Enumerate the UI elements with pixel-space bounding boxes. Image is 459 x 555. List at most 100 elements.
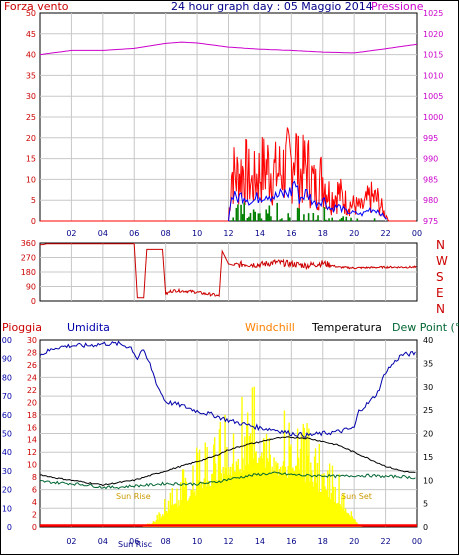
wind-title: Forza vento <box>4 0 69 13</box>
bottom-x-tick-label: 10 <box>192 537 202 546</box>
wind-tick-label: 40 <box>26 51 36 60</box>
windchill-label: Windchill <box>245 321 295 334</box>
wind-x-tick-label: 16 <box>286 229 296 238</box>
temperature-label: Temperatura <box>311 321 382 334</box>
pressure-title: Pressione <box>371 0 424 13</box>
direction-tick-label: 360 <box>21 239 36 248</box>
wind-tick-label: 10 <box>26 175 36 184</box>
compass-letter: N <box>436 302 445 316</box>
wind-tick-label: 45 <box>26 30 36 39</box>
temperature-tick-label: 10 <box>423 476 433 485</box>
wind-x-tick-label: 02 <box>66 229 76 238</box>
temperature-tick-label: 30 <box>423 383 433 392</box>
rain-tick-label: 12 <box>27 448 37 457</box>
rain-tick-label: 18 <box>27 411 37 420</box>
compass-letter: W <box>436 254 448 268</box>
bottom-x-tick-label: 00 <box>412 537 422 546</box>
wind-x-tick-label: 06 <box>129 229 139 238</box>
humidity-tick-label: 80 <box>2 373 12 382</box>
wind-x-tick-label: 08 <box>161 229 171 238</box>
wind-tick-label: 50 <box>26 9 36 18</box>
direction-tick-label: 90 <box>26 283 36 292</box>
wind-x-tick-label: 18 <box>318 229 328 238</box>
pressure-tick-label: 990 <box>423 155 438 164</box>
temperature-tick-label: 15 <box>423 453 433 462</box>
wind-tick-label: 35 <box>26 71 36 80</box>
pressure-tick-label: 1020 <box>423 30 443 39</box>
graph-title: 24 hour graph day : 05 Maggio 2014 <box>171 0 373 13</box>
humidity-line <box>39 340 416 438</box>
sunrise-marker: Sun Rise <box>116 492 151 501</box>
humidity-tick-label: 40 <box>2 448 12 457</box>
bottom-x-tick-label: 18 <box>318 537 328 546</box>
wind-tick-label: 15 <box>26 155 36 164</box>
compass-letter: N <box>436 238 445 252</box>
sunrise-axis-label: Sun Risc <box>118 540 152 549</box>
temperature-tick-label: 5 <box>423 500 428 509</box>
compass-letter: E <box>436 286 444 300</box>
humidity-tick-label: 50 <box>2 430 12 439</box>
humidity-tick-label: 30 <box>2 467 12 476</box>
bottom-x-tick-label: 20 <box>349 537 359 546</box>
humidity-tick-label: 90 <box>2 355 12 364</box>
temperature-tick-label: 20 <box>423 430 433 439</box>
pressure-tick-label: 1005 <box>423 92 443 101</box>
pressure-tick-label: 1000 <box>423 113 443 122</box>
pressure-tick-label: 1025 <box>423 9 443 18</box>
bottom-x-tick-label: 16 <box>286 537 296 546</box>
rain-label: Pioggia <box>2 321 42 334</box>
humidity-tick-label: 20 <box>2 486 12 495</box>
bottom-x-tick-label: 14 <box>255 537 265 546</box>
wind-average-line <box>228 180 388 222</box>
bottom-x-tick-label: 02 <box>66 537 76 546</box>
wind-tick-label: 0 <box>31 217 36 226</box>
direction-grid <box>40 243 417 301</box>
rain-tick-label: 16 <box>27 423 37 432</box>
wind-tick-label: 25 <box>26 113 36 122</box>
humidity-tick-label: 60 <box>2 411 12 420</box>
rain-tick-label: 0 <box>32 523 37 532</box>
pressure-tick-label: 1015 <box>423 51 443 60</box>
pressure-line <box>39 41 418 56</box>
bottom-x-tick-label: 08 <box>161 537 171 546</box>
dewpoint-label: Dew Point (°C <box>392 321 459 334</box>
wind-series <box>40 127 417 222</box>
direction-tick-label: 270 <box>21 254 36 263</box>
humidity-label: Umidita <box>67 321 110 334</box>
humidity-tick-label: 0 <box>7 523 12 532</box>
rain-tick-label: 20 <box>27 398 37 407</box>
wind-x-tick-label: 10 <box>192 229 202 238</box>
temperature-tick-label: 35 <box>423 359 433 368</box>
rain-tick-label: 2 <box>32 511 37 520</box>
temperature-line <box>39 436 416 487</box>
wind-x-tick-label: 20 <box>349 229 359 238</box>
rain-tick-label: 4 <box>32 498 37 507</box>
wind-tick-label: 20 <box>26 134 36 143</box>
sunset-marker: Sun Set <box>341 492 372 501</box>
rain-tick-label: 26 <box>27 361 37 370</box>
wind-x-tick-label: 14 <box>255 229 265 238</box>
wind-x-tick-label: 22 <box>380 229 390 238</box>
temperature-tick-label: 0 <box>423 523 428 532</box>
dewpoint-line <box>39 471 416 490</box>
pressure-tick-label: 975 <box>423 217 438 226</box>
wind-tick-label: 30 <box>26 92 36 101</box>
wind-x-tick-label: 12 <box>223 229 233 238</box>
bottom-x-tick-label: 12 <box>223 537 233 546</box>
direction-tick-label: 180 <box>21 268 36 277</box>
wind-direction-line <box>40 243 417 299</box>
humidity-tick-label: 100 <box>0 336 12 345</box>
bottom-x-tick-label: 22 <box>380 537 390 546</box>
wind-speed-line <box>40 127 417 222</box>
temperature-tick-label: 40 <box>423 336 433 345</box>
pressure-tick-label: 985 <box>423 175 438 184</box>
rain-tick-label: 14 <box>27 436 37 445</box>
solar-radiation-series <box>142 386 363 527</box>
compass-letter: S <box>436 270 444 284</box>
direction-tick-label: 0 <box>31 297 36 306</box>
rain-tick-label: 10 <box>27 461 37 470</box>
rain-tick-label: 6 <box>32 486 37 495</box>
bottom-x-tick-label: 04 <box>98 537 108 546</box>
